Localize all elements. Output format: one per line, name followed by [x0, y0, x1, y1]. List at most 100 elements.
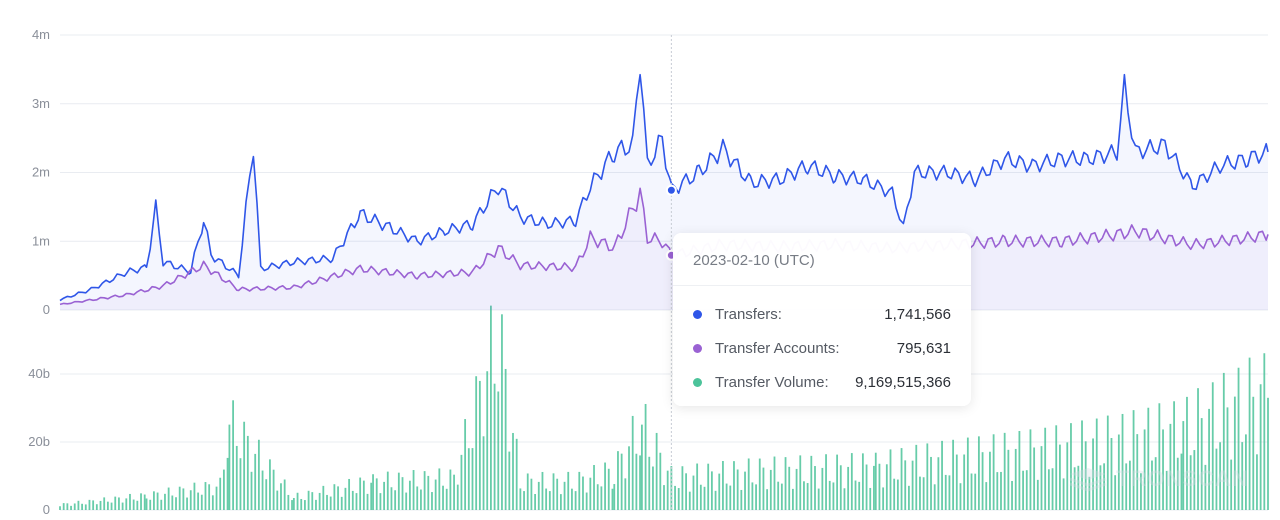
- transfer-volume-bar: [1092, 438, 1094, 510]
- transfer-volume-bar: [1051, 468, 1054, 510]
- transfer-volume-bar: [571, 488, 573, 510]
- transfer-volume-bar: [178, 486, 181, 510]
- transfer-volume-bar: [1022, 470, 1024, 510]
- transfer-volume-bar: [208, 484, 211, 510]
- transfer-volume-bar: [250, 471, 253, 510]
- transfer-volume-bar: [118, 497, 120, 510]
- transfer-volume-bar: [1215, 448, 1218, 510]
- transfer-volume-bar: [974, 473, 977, 510]
- transfer-volume-bar: [722, 460, 724, 510]
- transfer-volume-bar: [1147, 407, 1150, 510]
- transfer-volume-bar: [710, 471, 713, 510]
- transfer-volume-bar: [1066, 442, 1069, 510]
- transfer-volume-bar: [937, 457, 940, 510]
- transfer-volume-bar: [1200, 418, 1203, 510]
- transfer-volume-bar: [1158, 403, 1161, 510]
- transfer-volume-bar: [431, 492, 433, 510]
- transfer-volume-bar: [915, 444, 918, 510]
- transfer-volume-bar: [504, 368, 507, 510]
- transfer-volume-bar: [243, 421, 246, 510]
- y-tick-label: 0: [43, 502, 50, 517]
- transfers-legend-dot: [693, 309, 702, 319]
- transfer-volume-bar: [254, 453, 257, 510]
- transfer-volume-bar: [784, 457, 787, 510]
- transfer-volume-bar: [362, 480, 365, 510]
- transfer-volume-bar: [1011, 480, 1013, 510]
- transfer-volume-bar: [1121, 413, 1124, 510]
- transfer-volume-bar: [1125, 463, 1128, 510]
- transfer-volume-bar: [589, 477, 592, 510]
- transfer-volume-bar: [337, 486, 339, 510]
- transfer-volume-bar: [1110, 438, 1113, 510]
- series-areas: [60, 74, 1268, 310]
- transfer-volume-bar: [641, 424, 643, 510]
- transfer-volume-bar: [574, 491, 577, 510]
- transfer-volume-bar: [1233, 396, 1236, 510]
- transfer-volume-bar: [810, 455, 813, 510]
- transfer-volume-bar: [944, 474, 947, 510]
- tooltip-series-value: 795,631: [896, 339, 951, 357]
- transfer-volume-bar: [970, 473, 973, 510]
- transfer-volume-bar: [755, 484, 757, 510]
- transfer-volume-bar: [751, 482, 754, 510]
- transfer-volume-bar: [1259, 384, 1262, 510]
- transfer-volume-bar: [699, 484, 702, 510]
- series-line-transfers: [59, 73, 1269, 302]
- transfer-volume-bar: [548, 491, 551, 510]
- transfer-volume-bar: [1059, 444, 1061, 510]
- transfer-volume-bar: [88, 499, 91, 510]
- transfer-volume-bar: [156, 492, 159, 510]
- transfer-volume-bar: [228, 424, 231, 510]
- transfer-volume-bar: [996, 472, 999, 510]
- transfer-volume-bar: [714, 490, 717, 510]
- transfer-volume-bar: [725, 483, 728, 510]
- transfer-volume-bar: [1211, 382, 1214, 510]
- transfer-volume-bar: [799, 455, 802, 510]
- transfer-volume-bar: [318, 492, 321, 510]
- transfer-volume-bar: [427, 475, 430, 510]
- transfer-volume-bar: [344, 487, 347, 510]
- transfer-volume-bar: [291, 500, 293, 510]
- transfer-volume-bar: [99, 500, 102, 510]
- transfer-volume-bar: [817, 488, 820, 510]
- transfer-volume-bar: [175, 497, 177, 510]
- transfer-volume-bar: [1180, 453, 1183, 510]
- transfer-volume-bar: [1029, 429, 1032, 510]
- transfer-volume-bar: [703, 486, 706, 510]
- transfer-volume-bar: [1267, 397, 1269, 510]
- transfer-volume-bar: [1040, 446, 1043, 510]
- transfer-volume-bar: [132, 499, 135, 510]
- transfer-volume-bar: [114, 496, 117, 510]
- transfer-volume-bar: [296, 492, 299, 510]
- transfer-volume-bar: [1117, 434, 1120, 510]
- transfer-volume-bar: [1193, 450, 1196, 510]
- transfer-volume-bar: [659, 452, 662, 510]
- transfer-volume-bar: [372, 474, 374, 510]
- transfer-volume-bar: [204, 482, 207, 510]
- transfer-volume-bar: [1084, 441, 1087, 510]
- transfer-volume-bar: [1140, 473, 1142, 510]
- transfer-volume-bar: [423, 471, 426, 510]
- transfer-volume-bar: [103, 497, 106, 510]
- transfer-volume-bar: [276, 490, 279, 510]
- transfer-volume-bar: [125, 498, 128, 510]
- series-line-transfer-accounts: [59, 187, 1269, 306]
- transfer-volume-bar: [1136, 434, 1139, 510]
- transfer-volume-bar: [145, 498, 148, 510]
- transfer-volume-bar: [467, 448, 470, 510]
- transfer-volume-bar: [526, 473, 529, 510]
- transfer-volume-bar: [1033, 447, 1036, 510]
- transfer-volume-bar: [955, 454, 958, 510]
- transfer-volume-bar: [226, 457, 229, 510]
- transfer-volume-bar: [992, 434, 995, 510]
- transfer-volume-bar: [878, 463, 881, 510]
- transfer-volume-bar: [1248, 357, 1251, 510]
- transfer-volume-bar: [604, 462, 606, 510]
- transfer-volume-bar: [1245, 434, 1247, 510]
- transfer-volume-bar: [1025, 470, 1028, 510]
- transfer-volume-bar: [773, 456, 776, 510]
- transfer-volume-bar: [1044, 427, 1047, 510]
- transfer-volume-bar: [92, 500, 95, 510]
- transfer-volume-bar: [567, 471, 570, 510]
